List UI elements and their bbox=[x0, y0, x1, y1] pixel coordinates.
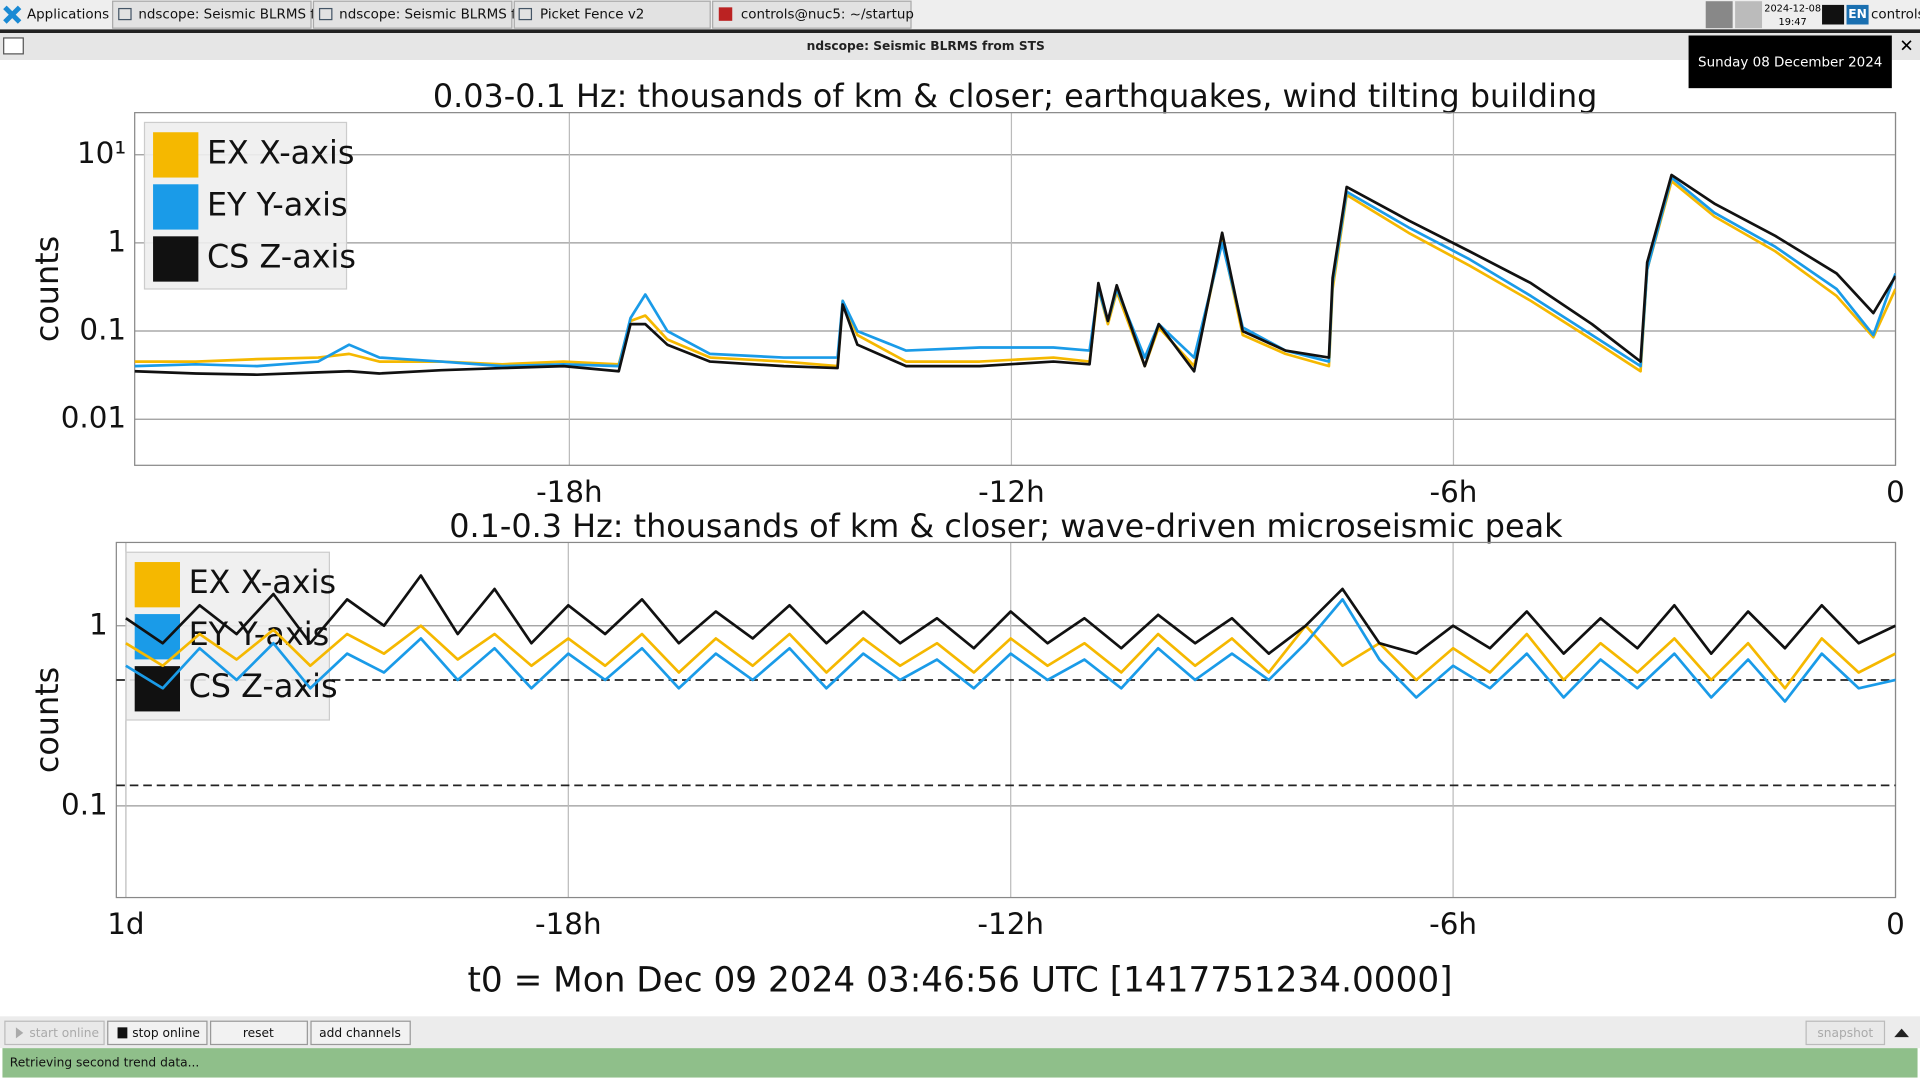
close-icon[interactable]: ✕ bbox=[1899, 37, 1913, 57]
task-2[interactable]: ndscope: Seismic BLRMS f... bbox=[312, 0, 528, 29]
legend-label: CS Z-axis bbox=[189, 667, 338, 705]
stop-online-button[interactable]: stop online bbox=[107, 1020, 208, 1046]
charts: 0.03-0.1 Hz: thousands of km & closer; e… bbox=[28, 77, 1905, 941]
task-1[interactable]: ndscope: Seismic BLRMS f... bbox=[112, 0, 327, 29]
tooltip-text: Sunday 08 December 2024 bbox=[1698, 55, 1882, 70]
x-tick-label: 0 bbox=[1886, 907, 1905, 941]
y-tick-label: 0.1 bbox=[79, 313, 126, 347]
y-tick-label: 10¹ bbox=[77, 136, 126, 170]
series-line bbox=[125, 598, 1896, 703]
y-tick-label: 1 bbox=[89, 607, 108, 641]
series-line bbox=[125, 574, 1896, 655]
t0-label: t0 = Mon Dec 09 2024 03:46:56 UTC [14177… bbox=[467, 961, 1452, 1001]
legend-label: EX X-axis bbox=[207, 133, 355, 171]
task-label[interactable]: Picket Fence v2 bbox=[540, 8, 644, 23]
y-tick-label: 0.1 bbox=[61, 787, 108, 821]
task-3[interactable]: Picket Fence v2 bbox=[513, 0, 711, 29]
legend-label: EX X-axis bbox=[189, 563, 337, 601]
legend-label: EY Y-axis bbox=[189, 615, 330, 653]
task-label[interactable]: ndscope: Seismic BLRMS f... bbox=[339, 8, 528, 23]
clock-time: 19:47 bbox=[1779, 17, 1807, 28]
tooltip bbox=[1688, 35, 1892, 89]
keyboard-indicator[interactable] bbox=[1846, 4, 1869, 25]
close-button[interactable] bbox=[1895, 34, 1920, 59]
status-text: Retrieving second trend data... bbox=[10, 1055, 200, 1069]
series-line bbox=[134, 173, 1896, 377]
chart-title: 0.1-0.3 Hz: thousands of km & closer; wa… bbox=[449, 507, 1563, 545]
legend-swatch bbox=[153, 184, 199, 230]
y-tick-label: 1 bbox=[107, 224, 126, 258]
button-label[interactable]: start online bbox=[29, 1026, 99, 1040]
x-tick-label: -12h bbox=[978, 475, 1045, 509]
x-tick-label: -18h bbox=[536, 475, 603, 509]
workspaces[interactable] bbox=[1705, 1, 1763, 29]
menu-icon[interactable] bbox=[3, 5, 22, 24]
button-label[interactable]: stop online bbox=[132, 1026, 200, 1040]
task-label[interactable]: ndscope: Seismic BLRMS f... bbox=[138, 8, 327, 23]
button-label[interactable]: snapshot bbox=[1817, 1026, 1873, 1040]
window-title: ndscope: Seismic BLRMS from STS bbox=[807, 39, 1045, 53]
y-axis-label: counts bbox=[28, 236, 66, 342]
start-online-button[interactable]: start online bbox=[4, 1020, 105, 1046]
legend-swatch bbox=[134, 666, 180, 712]
title-bar bbox=[0, 33, 1920, 60]
chart: 0.1-0.3 Hz: thousands of km & closer; wa… bbox=[28, 507, 1905, 941]
legend-swatch bbox=[134, 562, 180, 608]
status-bar bbox=[2, 1048, 1918, 1078]
user-label: controls bbox=[1871, 8, 1920, 23]
x-tick-label: -18h bbox=[535, 907, 602, 941]
legend-swatch bbox=[153, 132, 199, 178]
plot-frame bbox=[115, 541, 1897, 899]
button-label[interactable]: add channels bbox=[319, 1026, 401, 1040]
legend-label: CS Z-axis bbox=[207, 237, 356, 275]
menu-button[interactable]: Applications bbox=[27, 8, 109, 23]
add-channels-button[interactable]: add channels bbox=[310, 1020, 411, 1046]
legend-swatch bbox=[153, 236, 199, 282]
x-tick-label: -6h bbox=[1429, 907, 1477, 941]
chart-title: 0.03-0.1 Hz: thousands of km & closer; e… bbox=[433, 77, 1597, 115]
task-4[interactable]: controls@nuc5: ~/startup bbox=[712, 0, 914, 29]
y-axis-label: counts bbox=[28, 667, 66, 773]
snapshot-button[interactable]: snapshot bbox=[1805, 1020, 1886, 1046]
x-tick-label: -12h bbox=[977, 907, 1044, 941]
x-tick-label: -6h bbox=[1430, 475, 1478, 509]
keyboard-label[interactable]: EN bbox=[1848, 7, 1867, 21]
button-label[interactable]: reset bbox=[243, 1026, 274, 1040]
clock-date: 2024-12-08 bbox=[1764, 4, 1821, 15]
x-tick-label: 1d bbox=[107, 907, 144, 941]
legend-label: EY Y-axis bbox=[207, 185, 348, 223]
y-tick-label: 0.01 bbox=[61, 401, 126, 435]
x-tick-label: 0 bbox=[1886, 475, 1905, 509]
reset-button[interactable]: reset bbox=[210, 1020, 308, 1046]
taskbar-edge bbox=[0, 29, 1920, 34]
tray-icon[interactable] bbox=[1822, 4, 1845, 25]
task-label[interactable]: controls@nuc5: ~/startup bbox=[741, 8, 914, 23]
chart: 0.03-0.1 Hz: thousands of km & closer; e… bbox=[28, 77, 1905, 509]
window-menu[interactable] bbox=[3, 37, 24, 55]
series-line bbox=[125, 624, 1896, 690]
expand-button[interactable] bbox=[1894, 1028, 1909, 1038]
